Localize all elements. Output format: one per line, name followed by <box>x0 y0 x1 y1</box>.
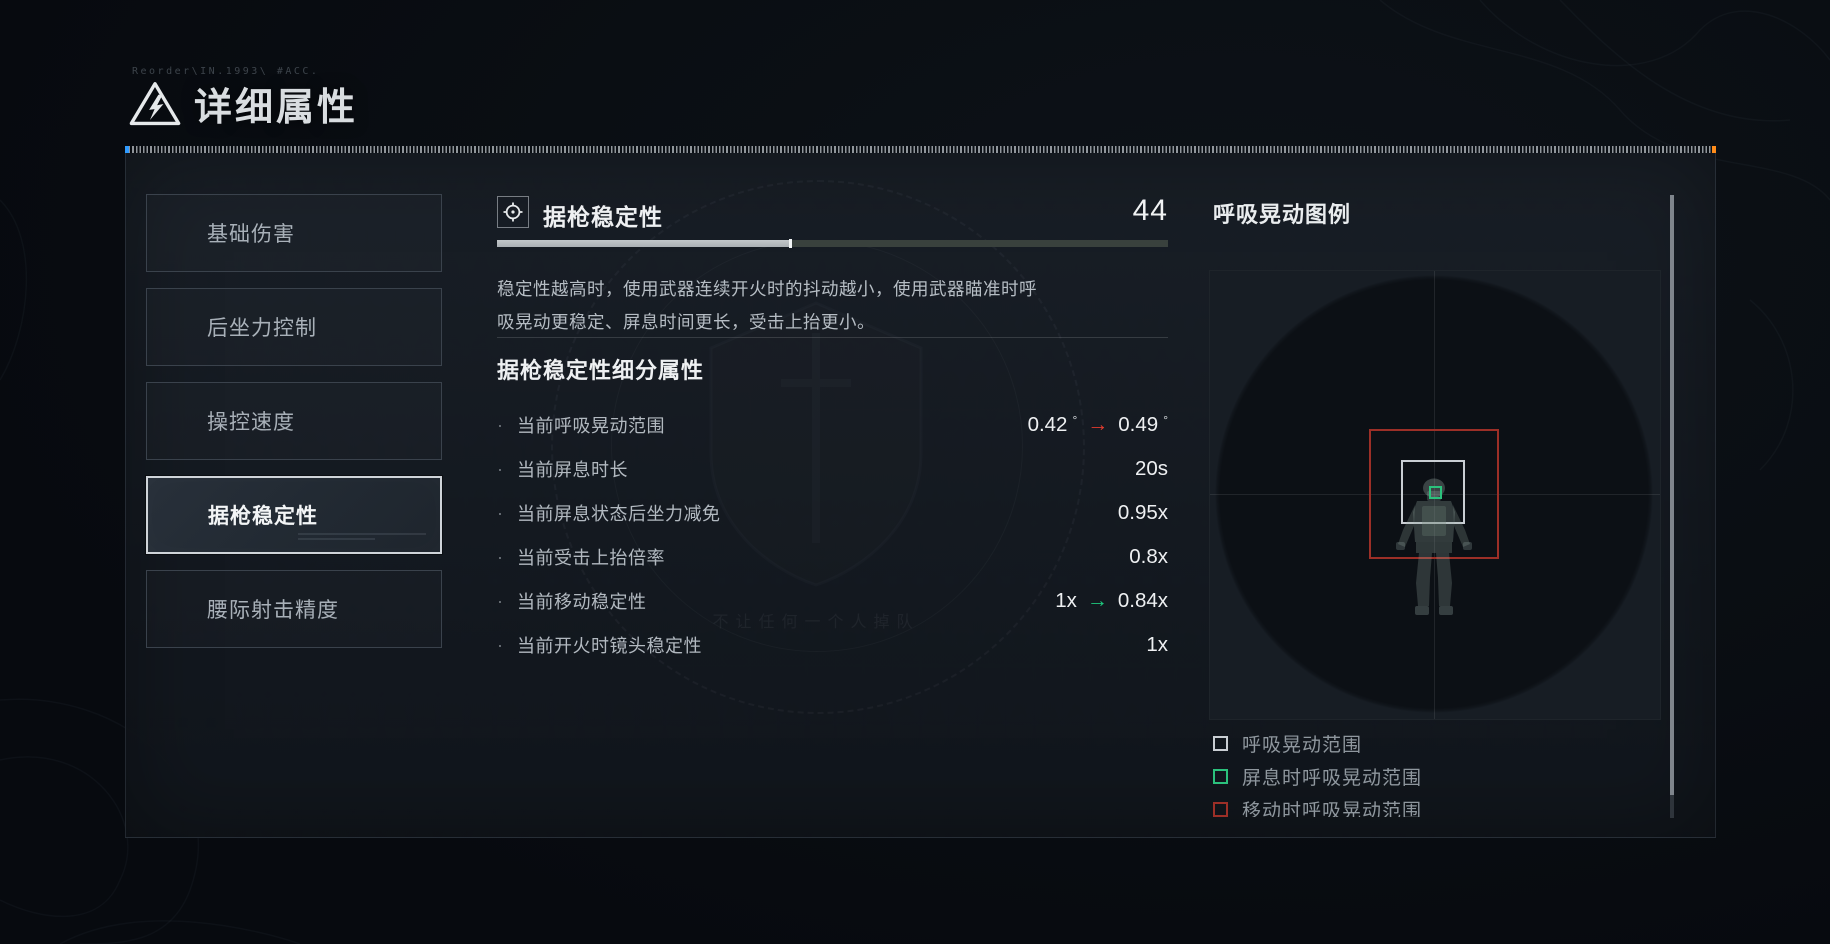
bullet-icon: · <box>497 502 503 523</box>
moving-sway-range-box <box>1369 429 1499 559</box>
scrollbar-track[interactable] <box>1670 195 1674 818</box>
attribute-row: · 当前屏息时长 20s <box>497 447 1168 491</box>
section-divider <box>497 337 1168 338</box>
legend-label: 移动时呼吸晃动范围 <box>1242 800 1423 818</box>
sidebar-item-2[interactable]: 操控速度 <box>146 382 442 460</box>
hold-breath-sway-range-box <box>1429 486 1442 499</box>
sidebar-item-3[interactable]: 据枪稳定性 <box>146 476 442 554</box>
sway-diagram <box>1209 270 1661 720</box>
sidebar-item-label: 基础伤害 <box>207 223 295 246</box>
legend-list: 呼吸晃动范围屏息时呼吸晃动范围移动时呼吸晃动范围 <box>1213 735 1643 817</box>
decorative-glitch-text: Reorder\IN.1993\ #ACC. <box>132 66 320 77</box>
scrollbar-thumb[interactable] <box>1670 195 1674 795</box>
attribute-value: 0.84x <box>1117 589 1168 612</box>
degree-unit: ° <box>1163 413 1168 427</box>
bullet-icon: · <box>497 414 503 435</box>
attribute-value: 0.49 ° <box>1118 413 1168 436</box>
watermark-motto: 不让任何一个人掉队 <box>712 614 920 631</box>
legend-item-1: 屏息时呼吸晃动范围 <box>1213 768 1643 789</box>
bullet-icon: · <box>497 634 503 655</box>
stability-icon-box <box>497 196 529 228</box>
bullet-icon: · <box>497 590 503 611</box>
attribute-list: · 当前呼吸晃动范围 0.42 ° → 0.49 ° · 当前屏息时长 20s · 当前屏息状态后坐力… <box>497 403 1168 667</box>
legend-label: 屏息时呼吸晃动范围 <box>1242 767 1423 789</box>
attribute-row: · 当前开火时镜头稳定性 1x <box>497 623 1168 667</box>
legend-swatch-icon <box>1213 768 1228 784</box>
header-separator <box>125 146 1716 153</box>
sidebar-item-0[interactable]: 基础伤害 <box>146 194 442 272</box>
legend-swatch-icon <box>1213 801 1228 817</box>
bullet-icon: · <box>497 458 503 479</box>
attribute-value: 1x <box>1055 589 1077 612</box>
soldier-figure <box>1396 478 1472 615</box>
stat-description: 稳定性越高时，使用武器连续开火时的抖动越小，使用武器瞄准时呼吸晃动更稳定、屏息时… <box>497 278 1037 332</box>
attribute-value: 0.95x <box>1117 501 1168 524</box>
attribute-row: · 当前呼吸晃动范围 0.42 ° → 0.49 ° <box>497 403 1168 447</box>
attribute-label: 当前受击上抬倍率 <box>517 548 665 568</box>
attribute-value: 20s <box>1134 457 1168 480</box>
attribute-values: 0.42 ° → 0.49 ° <box>1028 413 1168 437</box>
crosshair-icon <box>503 202 523 222</box>
legend-swatch-icon <box>1213 735 1228 751</box>
stat-progress-fill <box>497 239 793 248</box>
legend-panel-title: 呼吸晃动图例 <box>1213 202 1352 227</box>
selected-item-microtext <box>298 530 426 540</box>
crosshair-vertical-line <box>1434 271 1435 719</box>
crosshair-horizontal-line <box>1210 494 1660 495</box>
legend-item-2: 移动时呼吸晃动范围 <box>1213 801 1643 817</box>
attribute-value: 0.42 ° <box>1027 413 1078 436</box>
sidebar-item-label: 腰际射击精度 <box>207 599 339 622</box>
decrease-arrow-icon: → <box>1086 589 1108 612</box>
stat-header: 据枪稳定性 44 <box>497 194 1168 230</box>
sidebar-item-4[interactable]: 腰际射击精度 <box>146 570 442 648</box>
bullet-icon: · <box>497 546 503 567</box>
separator-left-cap <box>125 146 129 153</box>
sidebar-item-1[interactable]: 后坐力控制 <box>146 288 442 366</box>
sidebar-item-label: 操控速度 <box>207 411 295 434</box>
stat-value: 44 <box>1132 194 1168 227</box>
attribute-values: 0.8x <box>1129 545 1168 569</box>
increase-arrow-icon: → <box>1087 413 1109 436</box>
attribute-label: 当前屏息状态后坐力减免 <box>517 504 721 524</box>
attribute-row: · 当前移动稳定性 1x → 0.84x <box>497 579 1168 623</box>
attribute-label: 当前呼吸晃动范围 <box>517 416 665 436</box>
separator-right-cap <box>1712 146 1716 153</box>
attribute-label: 当前移动稳定性 <box>517 592 647 612</box>
stat-title: 据枪稳定性 <box>543 204 663 230</box>
attribute-label: 当前开火时镜头稳定性 <box>517 636 702 656</box>
attribute-values: 0.95x <box>1118 501 1168 525</box>
sub-attributes-title: 据枪稳定性细分属性 <box>497 358 705 383</box>
attribute-value: 1x <box>1146 633 1168 656</box>
stat-progress-bar <box>497 239 1168 248</box>
sidebar-item-label: 后坐力控制 <box>207 317 317 340</box>
attribute-values: 1x → 0.84x <box>1055 589 1168 613</box>
page-title: 详细属性 <box>194 87 359 129</box>
attribute-values: 1x <box>1146 633 1168 657</box>
attribute-values: 20s <box>1135 457 1168 481</box>
legend-item-0: 呼吸晃动范围 <box>1213 735 1643 756</box>
attribute-row: · 当前受击上抬倍率 0.8x <box>497 535 1168 579</box>
legend-label: 呼吸晃动范围 <box>1242 735 1363 756</box>
breath-sway-range-box <box>1401 460 1465 524</box>
degree-unit: ° <box>1072 413 1078 427</box>
watermark-emblem-outer <box>551 180 1085 714</box>
detail-panel: 不让任何一个人掉队 基础伤害 后坐力控制 操控速度 据枪稳定性 腰际射击精度 据枪稳定性… <box>125 153 1716 838</box>
sidebar-item-label: 据枪稳定性 <box>208 505 318 528</box>
attribute-row: · 当前屏息状态后坐力减免 0.95x <box>497 491 1168 535</box>
attribute-label: 当前屏息时长 <box>517 460 628 480</box>
delta-logo-icon <box>129 82 181 126</box>
attribute-value: 0.8x <box>1129 545 1168 568</box>
